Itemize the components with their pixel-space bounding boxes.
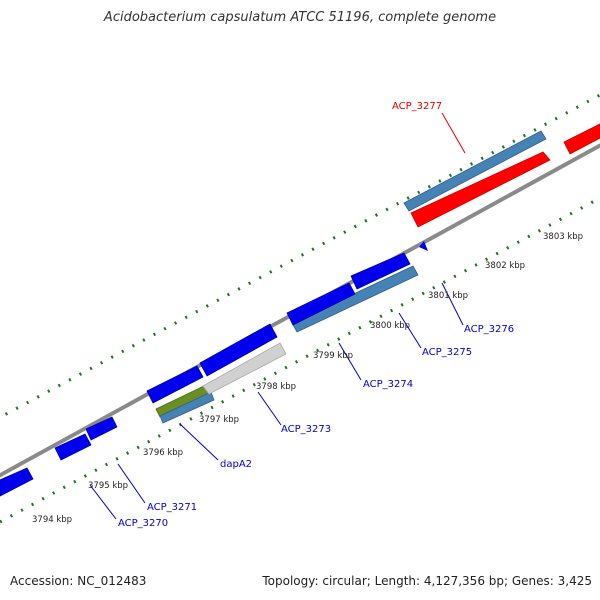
gene-label-acp3274[interactable]: ACP_3274 bbox=[363, 379, 413, 390]
connector-acp3275 bbox=[398, 312, 422, 349]
scale-label-3801: 3801 kbp bbox=[428, 291, 468, 301]
gene-label-dapA2[interactable]: dapA2 bbox=[220, 459, 252, 470]
gene-acp3274-forward[interactable] bbox=[286, 282, 356, 326]
gene-acp3277-reverse[interactable] bbox=[403, 130, 547, 212]
scale-label-3800: 3800 kbp bbox=[370, 321, 410, 331]
scale-label-3798: 3798 kbp bbox=[256, 382, 296, 392]
connector-acp3277 bbox=[441, 112, 466, 154]
gene-acp3271b-forward[interactable] bbox=[54, 433, 92, 461]
gene-acp3270-forward[interactable] bbox=[0, 467, 34, 497]
gene-acp3275-forward[interactable] bbox=[350, 252, 411, 290]
connector-acp3274 bbox=[338, 342, 362, 381]
highlighted-genes bbox=[410, 123, 600, 228]
map-title: Acidobacterium capsulatum ATCC 51196, co… bbox=[103, 10, 497, 25]
scale-label-3794: 3794 kbp bbox=[32, 515, 72, 525]
scale-label-3795: 3795 kbp bbox=[88, 481, 128, 491]
gene-pseudo[interactable] bbox=[202, 342, 287, 395]
upper-tick-track bbox=[0, 93, 600, 420]
accession-text: Accession: NC_012483 bbox=[10, 574, 147, 588]
gene-label-acp3275[interactable]: ACP_3275 bbox=[422, 347, 472, 358]
scale-label-3797: 3797 kbp bbox=[199, 415, 239, 425]
scale-label-3799: 3799 kbp bbox=[313, 351, 353, 361]
connector-acp3273 bbox=[257, 391, 282, 426]
gene-labels: ACP_3270 ACP_3271 dapA2 ACP_3273 ACP_327… bbox=[118, 101, 514, 529]
gene-dapA2-forward[interactable] bbox=[146, 365, 204, 404]
connector-acp3276 bbox=[441, 282, 464, 326]
forward-strand-genes bbox=[0, 241, 428, 497]
gene-acp3276-forward[interactable] bbox=[419, 241, 428, 251]
gene-acp3275-reverse[interactable] bbox=[291, 265, 419, 333]
reverse-strand-genes bbox=[155, 130, 547, 424]
gene-label-acp3270[interactable]: ACP_3270 bbox=[118, 518, 168, 529]
genome-summary-text: Topology: circular; Length: 4,127,356 bp… bbox=[262, 574, 592, 588]
scale-labels: 3794 kbp 3795 kbp 3796 kbp 3797 kbp 3798… bbox=[32, 232, 583, 525]
connector-acp3270 bbox=[89, 484, 117, 520]
gene-acp3273-forward[interactable] bbox=[199, 323, 278, 377]
scale-label-3802: 3802 kbp bbox=[485, 261, 525, 271]
gene-label-acp3276[interactable]: ACP_3276 bbox=[464, 324, 514, 335]
connector-dapA2 bbox=[179, 423, 219, 461]
gene-dapA2-reverse-b[interactable] bbox=[159, 391, 215, 424]
connector-acp3271 bbox=[117, 463, 146, 504]
gene-acp3278-forward[interactable] bbox=[563, 123, 600, 155]
gene-label-acp3273[interactable]: ACP_3273 bbox=[281, 424, 331, 435]
gene-label-acp3277[interactable]: ACP_3277 bbox=[392, 101, 442, 112]
gene-acp3271-forward[interactable] bbox=[85, 416, 118, 441]
label-connectors bbox=[89, 112, 466, 520]
lower-tick-track bbox=[0, 196, 600, 524]
scale-label-3803: 3803 kbp bbox=[543, 232, 583, 242]
scale-label-3796: 3796 kbp bbox=[143, 448, 183, 458]
gene-acp3277-forward[interactable] bbox=[410, 151, 551, 228]
gene-label-acp3271[interactable]: ACP_3271 bbox=[147, 502, 197, 513]
